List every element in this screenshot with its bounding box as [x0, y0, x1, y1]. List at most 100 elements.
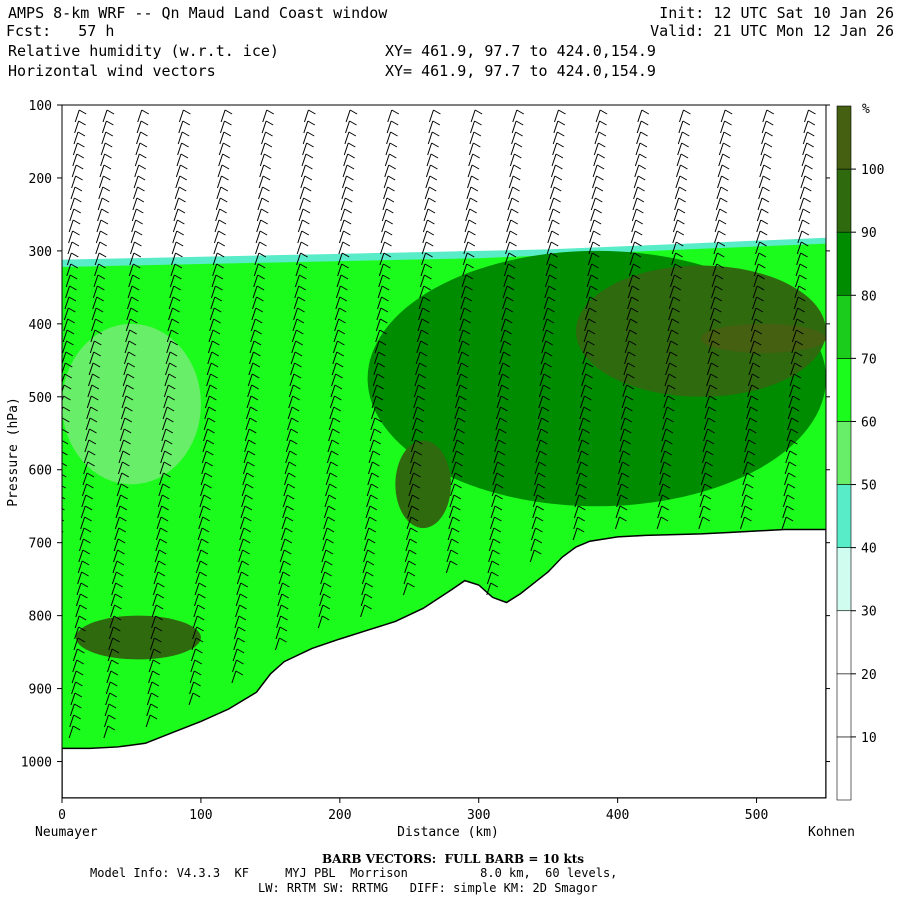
wind-barb-flag [756, 285, 765, 291]
wind-barb-flag [78, 109, 87, 115]
wind-barb [215, 197, 221, 211]
wind-barb [505, 241, 511, 255]
wind-barb-flag [703, 494, 712, 500]
wind-barb [253, 274, 259, 288]
wind-barb [96, 219, 102, 233]
wind-barb [594, 131, 600, 145]
wind-barb-flag [79, 604, 88, 610]
wind-barb-flag [555, 153, 564, 159]
wind-barb [279, 549, 285, 563]
wind-barb [595, 120, 601, 134]
wind-barb-flag [141, 109, 149, 115]
wind-barb-flag [106, 109, 115, 115]
wind-barb [150, 626, 156, 640]
wind-barb [56, 451, 60, 463]
wind-barb-flag [453, 505, 461, 511]
wind-barb-flag [94, 329, 103, 335]
wind-barb-flag [452, 516, 460, 522]
wind-barb-flag [173, 285, 181, 291]
wind-barb [70, 186, 76, 200]
wind-barb-flag [512, 175, 521, 181]
wind-barb [744, 439, 750, 453]
wind-barb [173, 208, 179, 222]
wind-barb-flag [661, 505, 669, 511]
x-axis-label: Distance (km) [397, 825, 499, 840]
wind-barb-flag [799, 263, 808, 269]
wind-barb [702, 439, 708, 453]
wind-barb [625, 329, 631, 343]
wind-barb [289, 373, 295, 387]
wind-barb [73, 637, 79, 651]
wind-barb-flag [508, 252, 517, 258]
wind-barb-flag [503, 351, 511, 357]
wind-barb [589, 230, 594, 244]
wind-barb [372, 373, 378, 387]
wind-barb [95, 241, 101, 255]
wind-barb-flag [329, 472, 338, 478]
wind-barb [259, 153, 265, 167]
wind-barb [743, 450, 749, 464]
wind-barb [302, 142, 308, 156]
wind-barb-flag [372, 461, 380, 467]
colorbar-segment [836, 736, 852, 801]
wind-barb [118, 450, 124, 464]
wind-barb [593, 153, 599, 167]
wind-barb-flag [514, 153, 522, 159]
wind-barb [332, 340, 338, 354]
wind-barb [203, 428, 209, 442]
wind-barb-flag [460, 362, 469, 368]
wind-barb [529, 549, 535, 563]
wind-barb [297, 219, 303, 233]
wind-barb [489, 527, 495, 541]
wind-barb [761, 120, 767, 134]
wind-barb-flag [581, 450, 589, 456]
wind-barb [380, 241, 385, 255]
wind-barb-flag [753, 351, 761, 357]
wind-barb [677, 131, 683, 145]
wind-barb [206, 362, 212, 376]
wind-barb-flag [673, 285, 682, 291]
wind-barb [762, 109, 768, 123]
wind-barb [800, 175, 806, 189]
wind-barb [572, 527, 578, 541]
wind-barb [537, 417, 543, 431]
wind-barb-flag [801, 230, 810, 236]
wind-barb [507, 197, 513, 211]
wind-barb [174, 186, 180, 200]
wind-barb-flag [634, 241, 642, 247]
wind-barb [698, 516, 704, 530]
wind-barb-flag [373, 439, 381, 445]
wind-barb [412, 417, 417, 431]
wind-barb-flag [103, 175, 111, 181]
wind-barb [108, 626, 114, 640]
wind-barb-flag [307, 120, 316, 126]
wind-barb [209, 307, 215, 321]
wind-barb [718, 153, 724, 167]
wind-barb [714, 219, 720, 233]
wind-barb [236, 571, 242, 585]
wind-barb-flag [111, 648, 120, 654]
colorbar-label: 100 [861, 163, 884, 178]
wind-barb [710, 296, 716, 310]
wind-barb-flag [492, 538, 501, 544]
wind-barb-flag [156, 593, 165, 599]
wind-barb [100, 142, 106, 156]
wind-barb-flag [633, 263, 641, 269]
wind-barb [448, 505, 454, 519]
wind-barb [720, 120, 726, 134]
wind-barb [123, 351, 129, 365]
wind-barb [543, 296, 549, 310]
wind-barb [666, 329, 672, 343]
wind-barb [618, 450, 624, 464]
wind-barb [467, 175, 472, 189]
wind-barb [299, 197, 305, 211]
wind-barb-flag [710, 373, 718, 379]
wind-barb [213, 230, 219, 244]
wind-barb-flag [498, 439, 506, 445]
y-tick-label: 100 [29, 99, 52, 114]
wind-barb [204, 406, 210, 420]
wind-barb-flag [282, 571, 291, 577]
wind-barb-flag [84, 516, 92, 522]
wind-barb [295, 263, 301, 277]
colorbar-segment [836, 358, 852, 422]
